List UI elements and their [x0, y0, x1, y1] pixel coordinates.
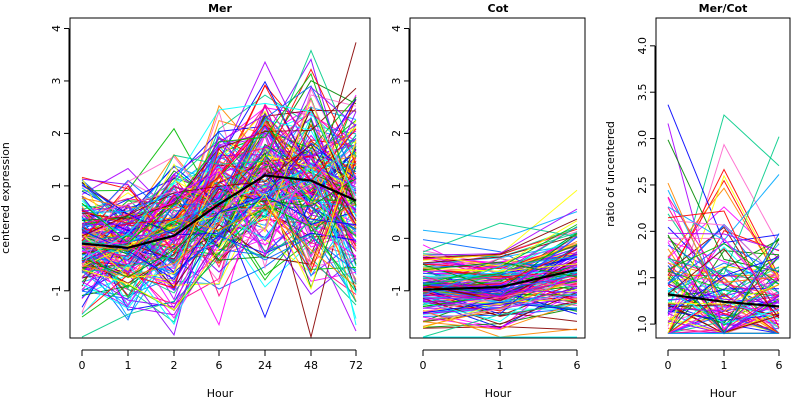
panel-mer-x-tick-label: 2 [171, 359, 178, 372]
panel-ratio-y-tick-label: 2.5 [636, 176, 649, 194]
panel-ratio-y-tick-label: 2.0 [636, 223, 649, 241]
panel-mer-y-tick-label: 4 [50, 25, 63, 32]
panel-mer-y-tick-label: 1 [50, 182, 63, 189]
panel-ratio-xlabel: Hour [710, 387, 737, 400]
panel-ratio-y-tick-label: 4.0 [636, 37, 649, 55]
panel-ratio-x-tick-label: 6 [776, 359, 783, 372]
panel-cot-x-tick-label: 6 [574, 359, 581, 372]
panel-cot-title: Cot [488, 2, 509, 15]
panel-cot-profile-line [423, 212, 577, 240]
panel-mer-y-tick-label: 0 [50, 235, 63, 242]
panel-ratio-y-tick-label: 1.5 [636, 269, 649, 287]
panel-mer-lines [82, 42, 356, 337]
panel-mer-ylabel: centered expression [0, 142, 12, 254]
panel-ratio-y-axis: 1.0 1.5 2.0 2.5 3.0 3.5 4.0 [636, 37, 655, 333]
panel-mer-x-tick-label: 72 [349, 359, 363, 372]
panel-cot-xlabel: Hour [485, 387, 512, 400]
panel-cot-lines [423, 190, 577, 337]
panel-mer-y-tick-label: 2 [50, 130, 63, 137]
panel-mer-y-tick-label: 3 [50, 78, 63, 85]
panel-ratio-lines [668, 105, 779, 334]
panel-cot-y-tick-label: 4 [390, 25, 403, 32]
panel-mer-x-tick-label: 1 [125, 359, 132, 372]
panel-cot-y-tick-label: 2 [390, 130, 403, 137]
panel-cot-x-tick-label: 0 [420, 359, 427, 372]
panel-mer-x-tick-label: 6 [216, 359, 223, 372]
panel-mer-y-tick-label: -1 [50, 285, 63, 296]
panel-cot-y-tick-label: -1 [390, 285, 403, 296]
panel-mer-x-tick-label: 0 [79, 359, 86, 372]
panel-ratio-title: Mer/Cot [699, 2, 748, 15]
panel-ratio-x-tick-label: 0 [665, 359, 672, 372]
panel-cot: Cot 0 1 6 -1 0 1 2 3 4 Hour [390, 2, 585, 400]
panel-ratio-y-tick-label: 3.5 [636, 83, 649, 101]
panel-ratio-x-axis: 0 1 6 [665, 350, 783, 372]
panel-cot-x-tick-label: 1 [497, 359, 504, 372]
panel-cot-y-tick-label: 3 [390, 78, 403, 85]
panel-cot-x-axis: 0 1 6 [420, 350, 581, 372]
panel-ratio: Mer/Cot 0 1 6 1.0 1.5 2.0 2.5 3.0 3.5 4.0 Hour r… [604, 2, 790, 400]
panel-mer: Mer 0 1 2 6 24 48 72 -1 0 1 2 3 4 Hour centered exp… [0, 2, 370, 400]
panel-mer-y-axis: -1 0 1 2 3 4 [50, 25, 69, 296]
panel-ratio-ylabel: ratio of uncentered [604, 121, 617, 227]
panel-ratio-y-tick-label: 1.0 [636, 315, 649, 333]
panel-cot-y-tick-label: 1 [390, 182, 403, 189]
panel-cot-y-axis: -1 0 1 2 3 4 [390, 25, 409, 296]
panel-ratio-x-tick-label: 1 [721, 359, 728, 372]
panel-ratio-y-tick-label: 3.0 [636, 130, 649, 148]
panel-mer-x-tick-label: 48 [304, 359, 318, 372]
panel-mer-x-tick-label: 24 [258, 359, 272, 372]
panel-mer-title: Mer [208, 2, 232, 15]
panel-mer-xlabel: Hour [207, 387, 234, 400]
panel-mer-x-axis: 0 1 2 6 24 48 72 [79, 350, 364, 372]
panel-cot-y-tick-label: 0 [390, 235, 403, 242]
